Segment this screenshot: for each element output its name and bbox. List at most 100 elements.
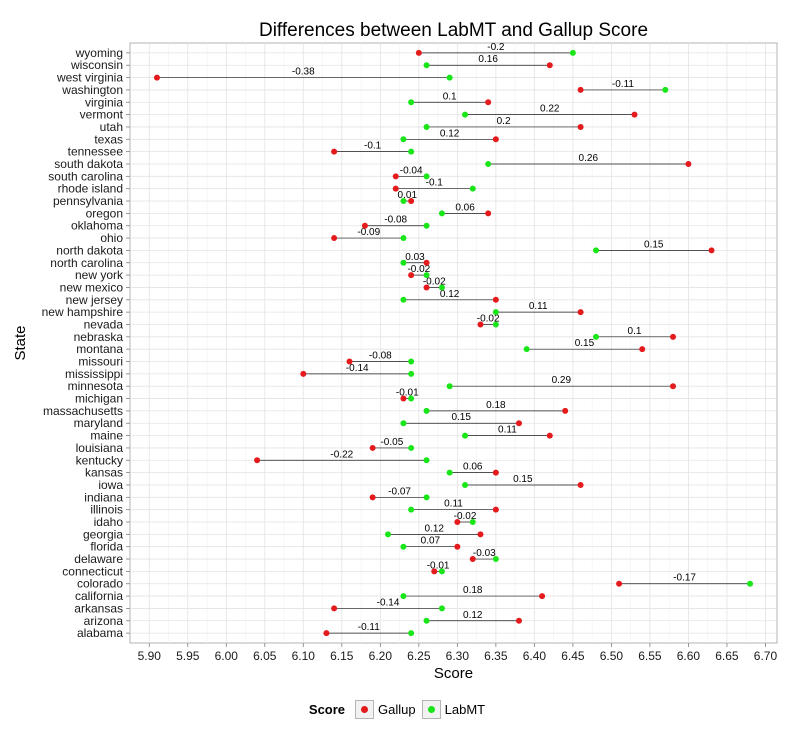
- labmt-point: [438, 284, 445, 291]
- difference-label: -0.01: [427, 560, 450, 571]
- difference-label: 0.22: [540, 104, 560, 115]
- difference-label: 0.07: [421, 536, 441, 547]
- labmt-point: [423, 123, 430, 130]
- gallup-point: [415, 49, 422, 56]
- y-tick-label: new york: [75, 268, 124, 282]
- gallup-point: [485, 210, 492, 217]
- labmt-point: [423, 62, 430, 69]
- y-tick-label: oklahoma: [71, 219, 123, 233]
- difference-label: 0.06: [463, 462, 483, 473]
- difference-label: -0.2: [487, 42, 505, 53]
- labmt-point: [462, 111, 469, 118]
- gallup-point: [423, 284, 430, 291]
- difference-label: -0.09: [357, 227, 380, 238]
- legend-label-gallup: Gallup: [378, 702, 416, 717]
- y-tick-label: west virginia: [56, 71, 123, 85]
- labmt-point: [423, 407, 430, 414]
- gallup-point: [400, 395, 407, 402]
- x-tick-label: 6.50: [600, 649, 624, 663]
- y-tick-label: colorado: [77, 577, 123, 591]
- labmt-point: [747, 580, 754, 587]
- labmt-point: [523, 346, 530, 353]
- difference-label: 0.11: [498, 425, 517, 436]
- labmt-point: [400, 543, 407, 550]
- labmt-point: [492, 309, 499, 316]
- gallup-point: [431, 568, 438, 575]
- y-tick-label: georgia: [83, 527, 123, 541]
- legend-title: Score: [308, 702, 346, 717]
- gallup-point: [392, 185, 399, 192]
- y-tick-label: washington: [61, 83, 123, 97]
- gallup-point: [577, 309, 584, 316]
- difference-label: -0.17: [673, 573, 696, 584]
- y-tick-label: nebraska: [74, 330, 124, 344]
- y-tick-label: massachusetts: [43, 404, 123, 418]
- gallup-point: [477, 531, 484, 538]
- labmt-point: [408, 148, 415, 155]
- labmt-point: [662, 86, 669, 93]
- gallup-point: [408, 198, 415, 205]
- x-tick-label: 6.70: [754, 649, 778, 663]
- x-tick-label: 6.60: [677, 649, 701, 663]
- y-tick-label: pennsylvania: [53, 194, 123, 208]
- difference-label: 0.11: [529, 301, 548, 312]
- y-tick-label: wisconsin: [70, 58, 123, 72]
- y-tick-label: oregon: [86, 206, 123, 220]
- y-tick-label: new jersey: [66, 293, 123, 307]
- difference-label: 0.16: [478, 54, 498, 65]
- labmt-point: [408, 444, 415, 451]
- gallup-point: [423, 259, 430, 266]
- gallup-point: [392, 173, 399, 180]
- difference-label: -0.02: [477, 313, 500, 324]
- legend-label-labmt: LabMT: [444, 702, 486, 717]
- gallup-point: [639, 346, 646, 353]
- labmt-point: [408, 630, 415, 637]
- gallup-point: [562, 407, 569, 414]
- difference-label: 0.15: [513, 474, 533, 485]
- difference-label: 0.26: [579, 153, 599, 164]
- labmt-point: [400, 198, 407, 205]
- y-tick-label: south carolina: [48, 169, 123, 183]
- gallup-point: [369, 494, 376, 501]
- y-tick-label: mississippi: [65, 367, 123, 381]
- labmt-point: [400, 420, 407, 427]
- chart-title: Differences between LabMT and Gallup Sco…: [258, 20, 649, 41]
- gallup-point: [331, 148, 338, 155]
- labmt-point: [400, 235, 407, 242]
- difference-label: -0.02: [423, 276, 446, 287]
- labmt-point: [400, 593, 407, 600]
- difference-label: -0.1: [364, 141, 382, 152]
- gallup-point: [454, 519, 461, 526]
- y-tick-label: indiana: [84, 490, 123, 504]
- labmt-point: [400, 296, 407, 303]
- y-tick-label: rhode island: [58, 182, 123, 196]
- labmt-point: [423, 494, 430, 501]
- y-tick-label: south dakota: [54, 157, 123, 171]
- y-tick-label: ohio: [100, 231, 123, 245]
- labmt-point: [446, 383, 453, 390]
- x-tick-label: 6.30: [446, 649, 470, 663]
- difference-label: 0.15: [644, 239, 664, 250]
- y-tick-label: nevada: [84, 317, 124, 331]
- difference-label: 0.15: [575, 338, 595, 349]
- labmt-point: [462, 432, 469, 439]
- labmt-point: [423, 457, 430, 464]
- labmt-point: [438, 605, 445, 612]
- x-tick-label: 6.05: [253, 649, 277, 663]
- y-tick-label: new mexico: [60, 280, 124, 294]
- gallup-point: [408, 272, 415, 279]
- y-tick-label: maryland: [74, 416, 123, 430]
- difference-label: -0.22: [330, 449, 353, 460]
- y-tick-label: vermont: [80, 108, 124, 122]
- gallup-point: [670, 333, 677, 340]
- gallup-point: [346, 358, 353, 365]
- gallup-point: [685, 160, 692, 167]
- difference-label: 0.12: [425, 523, 445, 534]
- labmt-point: [446, 74, 453, 81]
- gallup-point: [331, 605, 338, 612]
- y-tick-label: new hampshire: [42, 305, 124, 319]
- x-tick-label: 6.25: [407, 649, 431, 663]
- gallup-point: [708, 247, 715, 254]
- labmt-point: [592, 247, 599, 254]
- labmt-point: [408, 358, 415, 365]
